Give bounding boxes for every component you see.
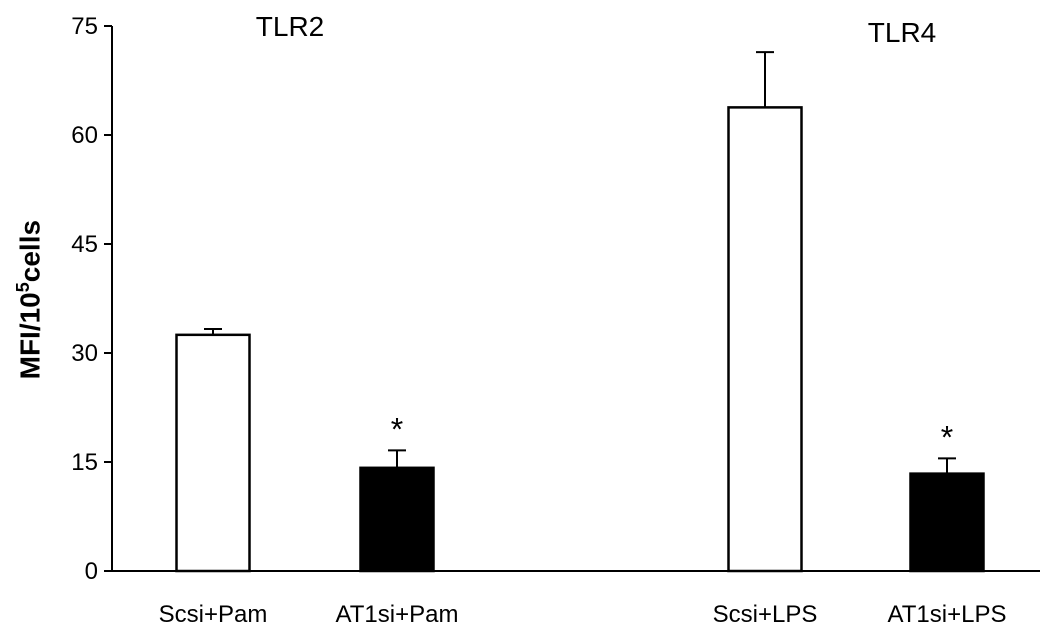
y-tick-label: 0: [85, 558, 98, 585]
significance-marker: *: [941, 419, 953, 455]
y-tick-label: 45: [71, 231, 98, 258]
y-tick-label: 75: [71, 13, 98, 40]
y-tick-label: 30: [71, 340, 98, 367]
bar: [175, 333, 251, 573]
group-title: TLR2: [256, 11, 324, 42]
category-label: AT1si+LPS: [888, 601, 1007, 628]
bar: [909, 472, 985, 573]
y-tick-label: 60: [71, 122, 98, 149]
category-label: Scsi+LPS: [713, 601, 818, 628]
y-tick-label: 15: [71, 449, 98, 476]
bar: [359, 466, 435, 573]
category-label: Scsi+Pam: [159, 601, 268, 628]
significance-marker: *: [391, 411, 403, 447]
bar: [727, 106, 803, 573]
category-label: AT1si+Pam: [336, 601, 459, 628]
group-title: TLR4: [868, 17, 936, 48]
